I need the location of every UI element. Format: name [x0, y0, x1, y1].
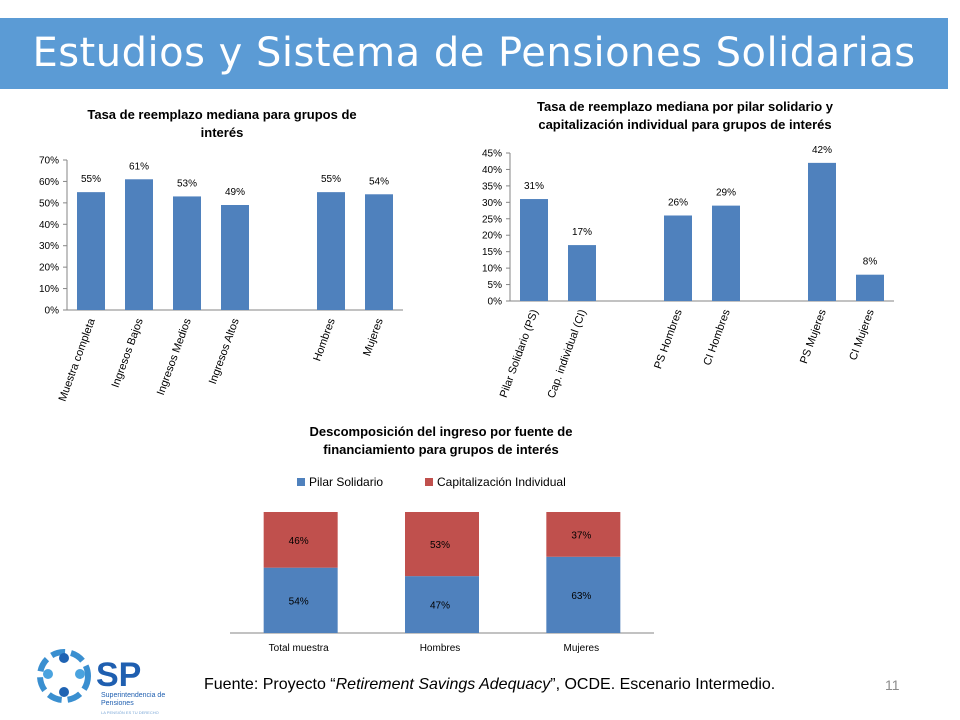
- chart-income-decomposition: Descomposición del ingreso por fuente de…: [230, 424, 654, 654]
- data-label: 54%: [289, 596, 309, 607]
- chart-title: Descomposición del ingreso por fuente de…: [310, 424, 573, 457]
- data-label: 37%: [571, 530, 591, 541]
- bar: [221, 205, 249, 310]
- y-tick-label: 25%: [482, 214, 502, 225]
- source-note: Fuente: Proyecto “Retirement Savings Ade…: [204, 676, 775, 694]
- legend-swatch: [297, 478, 305, 486]
- stacked-bar-segment: [263, 512, 338, 568]
- bar: [664, 215, 692, 301]
- data-label: 53%: [177, 178, 197, 189]
- bar: [856, 274, 884, 301]
- x-tick-label: Hombres: [311, 316, 338, 363]
- stacked-bar-segment: [405, 576, 479, 633]
- y-tick-label: 15%: [482, 247, 502, 258]
- y-tick-label: 0%: [488, 297, 503, 308]
- stacked-bar-segment: [546, 556, 621, 633]
- legend-label: Capitalización Individual: [437, 475, 566, 489]
- x-tick-label: Hombres: [420, 643, 461, 654]
- bar: [520, 199, 548, 301]
- bar: [125, 179, 153, 310]
- data-label: 46%: [289, 536, 309, 547]
- data-label: 47%: [430, 601, 450, 612]
- stacked-bar-segment: [546, 512, 621, 557]
- x-tick-label: Pilar Solidario (PS): [498, 308, 541, 399]
- bar: [77, 192, 105, 310]
- x-tick-label: Ingresos Medios: [155, 316, 194, 396]
- bar: [365, 194, 393, 310]
- x-tick-label: Ingresos Bajos: [110, 316, 146, 389]
- x-tick-label: Mujeres: [361, 316, 386, 357]
- data-label: 61%: [129, 161, 149, 172]
- title-bar: Estudios y Sistema de Pensiones Solidari…: [0, 18, 948, 89]
- data-label: 17%: [572, 227, 592, 238]
- y-tick-label: 40%: [482, 165, 502, 176]
- bar: [808, 162, 836, 301]
- y-tick-label: 5%: [488, 280, 503, 291]
- logo-tagline: LA PENSIÓN ES TU DERECHO: [101, 710, 159, 715]
- y-tick-label: 10%: [39, 284, 59, 295]
- y-tick-label: 40%: [39, 220, 59, 231]
- legend-label: Pilar Solidario: [309, 475, 383, 489]
- data-label: 54%: [369, 176, 389, 187]
- y-tick-label: 70%: [39, 156, 59, 167]
- y-tick-label: 30%: [482, 198, 502, 209]
- legend-swatch: [425, 478, 433, 486]
- y-tick-label: 60%: [39, 177, 59, 188]
- x-tick-label: Muestra completa: [57, 316, 98, 403]
- x-tick-label: Mujeres: [564, 643, 600, 654]
- bar: [712, 205, 740, 301]
- x-tick-label: Cap. individual (CI): [546, 308, 589, 400]
- x-tick-label: PS Hombres: [652, 307, 685, 370]
- source-prefix: Fuente: Proyecto “: [204, 676, 336, 693]
- x-tick-label: CI Hombres: [701, 307, 733, 367]
- source-italic: Retirement Savings Adequacy: [335, 676, 551, 693]
- y-tick-label: 30%: [39, 241, 59, 252]
- y-tick-label: 10%: [482, 264, 502, 275]
- bar: [317, 192, 345, 310]
- bar: [568, 245, 596, 301]
- source-suffix: ”, OCDE. Escenario Intermedio.: [550, 676, 776, 693]
- x-tick-label: Total muestra: [269, 643, 329, 654]
- page-title: Estudios y Sistema de Pensiones Solidari…: [32, 30, 916, 76]
- logo-initials: SP: [96, 656, 141, 694]
- data-label: 53%: [430, 540, 450, 551]
- logo-people-circle-icon: [37, 649, 91, 703]
- bar: [173, 196, 201, 310]
- stacked-bar-segment: [405, 512, 479, 577]
- logo-name-line1: Superintendencia de: [101, 692, 165, 699]
- stacked-bar-segment: [263, 567, 338, 633]
- x-tick-label: CI Mujeres: [847, 307, 877, 362]
- y-tick-label: 50%: [39, 198, 59, 209]
- data-label: 29%: [716, 188, 736, 199]
- y-tick-label: 20%: [39, 263, 59, 274]
- data-label: 42%: [812, 145, 832, 156]
- data-label: 8%: [863, 257, 878, 268]
- chart-replacement-rate-by-group: Tasa de reemplazo mediana para grupos de…: [39, 107, 403, 403]
- y-tick-label: 35%: [482, 181, 502, 192]
- x-tick-label: PS Mujeres: [798, 307, 829, 365]
- data-label: 55%: [81, 174, 101, 185]
- y-tick-label: 0%: [45, 306, 60, 317]
- chart-title: Tasa de reemplazo mediana por pilar soli…: [537, 99, 834, 132]
- page-number: 11: [885, 677, 900, 693]
- data-label: 26%: [668, 197, 688, 208]
- y-tick-label: 45%: [482, 149, 502, 160]
- logo-name-line2: Pensiones: [101, 700, 134, 707]
- superintendencia-logo: SP Superintendencia de Pensiones LA PENS…: [37, 649, 165, 715]
- chart-replacement-rate-by-pillar: Tasa de reemplazo mediana por pilar soli…: [482, 99, 894, 400]
- y-tick-label: 20%: [482, 231, 502, 242]
- data-label: 63%: [571, 591, 591, 602]
- chart-title: Tasa de reemplazo mediana para grupos de…: [87, 107, 356, 140]
- data-label: 31%: [524, 181, 544, 192]
- data-label: 55%: [321, 174, 341, 185]
- data-label: 49%: [225, 187, 245, 198]
- x-tick-label: Ingresos Altos: [207, 316, 242, 386]
